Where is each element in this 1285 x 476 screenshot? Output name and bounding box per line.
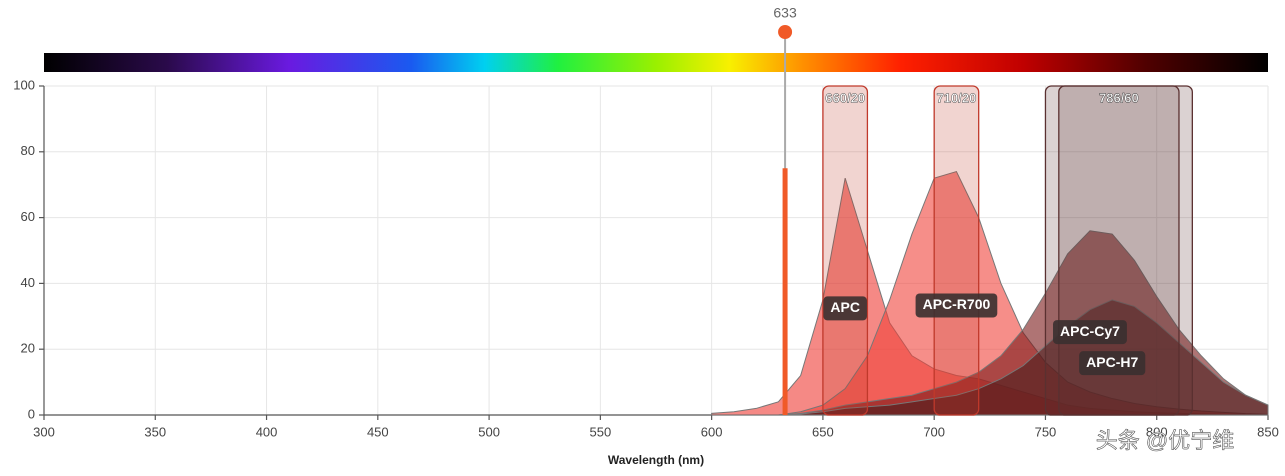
x-tick-label: 350	[144, 424, 166, 439]
series-label: APC-R700	[923, 296, 991, 312]
y-tick-label: 100	[13, 77, 35, 92]
filter-band	[933, 85, 980, 416]
series-label: APC	[830, 299, 860, 315]
x-tick-label: 750	[1035, 424, 1057, 439]
x-tick-label: 400	[256, 424, 278, 439]
series-label-group: APC-R700	[915, 293, 998, 318]
laser-label: 633	[773, 5, 797, 21]
filter-band	[822, 85, 869, 416]
series-label: APC-H7	[1086, 354, 1138, 370]
laser-marker	[778, 25, 793, 39]
x-tick-label: 600	[701, 424, 723, 439]
x-tick-label: 550	[590, 424, 612, 439]
x-tick-label: 300	[33, 424, 55, 439]
y-tick-label: 40	[21, 275, 35, 290]
filter-label: 660/20	[825, 90, 865, 105]
series-label-box	[915, 293, 998, 318]
x-tick-label: 500	[478, 424, 500, 439]
series-label-group: APC-H7	[1079, 351, 1146, 376]
x-axis-title: Wavelength (nm)	[608, 453, 704, 467]
watermark: 头条 @优宁维	[1096, 428, 1234, 453]
filter-label: 786/60	[1099, 90, 1139, 105]
series-label-box	[1053, 320, 1127, 345]
filter-label: 710/20	[937, 90, 977, 105]
series-label-box	[1079, 351, 1146, 376]
filter-label: 780/60	[1099, 90, 1139, 105]
y-tick-label: 60	[21, 209, 35, 224]
series-label: APC-Cy7	[1060, 323, 1120, 339]
spectrum-bar	[44, 53, 1268, 72]
x-tick-label: 650	[812, 424, 834, 439]
series-label-group: APC	[823, 296, 867, 321]
y-tick-label: 80	[21, 143, 35, 158]
y-tick-label: 20	[21, 341, 35, 356]
x-tick-label: 700	[923, 424, 945, 439]
series-label-box	[823, 296, 867, 321]
y-tick-label: 0	[28, 406, 35, 421]
x-tick-label: 850	[1257, 424, 1279, 439]
x-tick-label: 800	[1146, 424, 1168, 439]
emission-area	[711, 299, 1269, 416]
laser-power	[782, 168, 788, 415]
x-tick-label: 450	[367, 424, 389, 439]
series-label-group: APC-Cy7	[1053, 320, 1127, 345]
